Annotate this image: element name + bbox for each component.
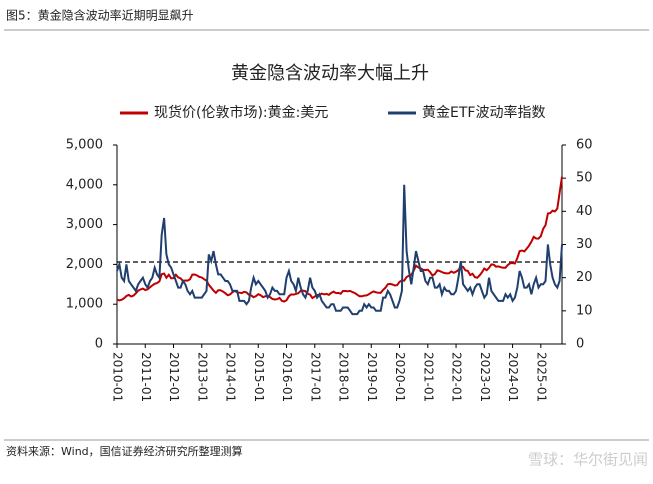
x-tick-label: 2023-01 bbox=[478, 352, 492, 402]
y-tick-label: 0 bbox=[95, 337, 103, 352]
y-tick-label: 4,000 bbox=[66, 177, 103, 192]
x-tick-label: 2022-01 bbox=[450, 352, 464, 402]
x-tick-label: 2012-01 bbox=[167, 352, 181, 402]
x-tick-label: 2010-01 bbox=[111, 352, 125, 402]
chart-title: 黄金隐含波动率大幅上升 bbox=[231, 63, 429, 84]
x-tick-label: 2020-01 bbox=[393, 352, 407, 402]
y2-tick-label: 20 bbox=[576, 270, 593, 285]
x-tick-label: 2025-01 bbox=[534, 352, 548, 402]
x-tick-label: 2024-01 bbox=[506, 352, 520, 402]
y2-tick-label: 40 bbox=[576, 204, 593, 219]
x-tick-label: 2016-01 bbox=[280, 352, 294, 402]
legend-label: 现货价(伦敦市场):黄金:美元 bbox=[154, 104, 328, 121]
y2-tick-label: 50 bbox=[576, 171, 593, 186]
x-tick-label: 2017-01 bbox=[308, 352, 322, 402]
y-tick-label: 1,000 bbox=[66, 297, 103, 312]
watermark: 雪球：华尔街见闻 bbox=[528, 451, 648, 469]
y2-tick-label: 60 bbox=[576, 138, 593, 153]
x-tick-label: 2014-01 bbox=[224, 352, 238, 402]
y2-tick-label: 30 bbox=[576, 237, 593, 252]
legend-label: 黄金ETF波动率指数 bbox=[422, 104, 545, 121]
source: 资料来源：Wind，国信证券经济研究所整理测算 bbox=[6, 444, 243, 458]
series-line bbox=[116, 184, 563, 316]
header: 图5：黄金隐含波动率近期明显飙升 bbox=[6, 8, 194, 23]
y2-tick-label: 0 bbox=[576, 337, 584, 352]
y2-tick-label: 10 bbox=[576, 303, 593, 318]
y-tick-label: 2,000 bbox=[66, 257, 103, 272]
x-tick-label: 2018-01 bbox=[337, 352, 351, 402]
x-tick-label: 2015-01 bbox=[252, 352, 266, 402]
y-tick-label: 3,000 bbox=[66, 217, 103, 232]
series-line bbox=[116, 176, 563, 303]
x-tick-label: 2011-01 bbox=[139, 352, 153, 402]
y-tick-label: 5,000 bbox=[66, 138, 103, 153]
x-tick-label: 2013-01 bbox=[195, 352, 209, 402]
x-tick-label: 2021-01 bbox=[421, 352, 435, 402]
x-tick-label: 2019-01 bbox=[365, 352, 379, 402]
